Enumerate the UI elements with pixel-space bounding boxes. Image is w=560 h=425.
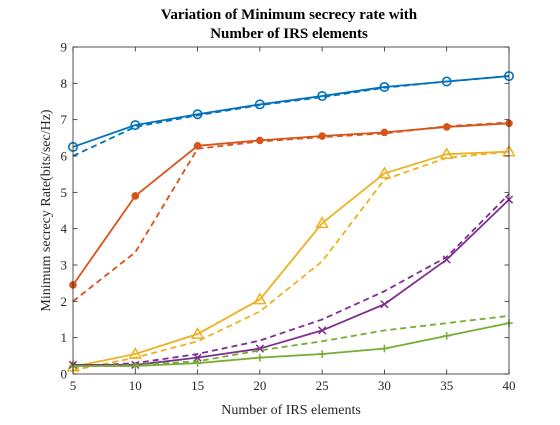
x-tick-label-3: 20 xyxy=(253,378,266,393)
x-axis-label: Number of IRS elements xyxy=(221,403,361,418)
series-8 xyxy=(69,319,513,370)
data-point-s4-4 xyxy=(315,216,329,229)
series-1 xyxy=(72,75,510,157)
y-tick-label-3: 3 xyxy=(61,258,68,273)
data-point-s8-4 xyxy=(318,350,326,358)
x-tick-label-2: 15 xyxy=(191,378,204,393)
y-tick-label-4: 4 xyxy=(61,221,68,236)
plot-area xyxy=(73,47,509,374)
data-point-s2-2 xyxy=(193,142,202,150)
y-axis-label: Minimum secrecy Rate(bits/sec/Hz) xyxy=(39,109,54,311)
data-point-s2-1 xyxy=(131,192,140,200)
series-line-7 xyxy=(72,193,510,368)
chart-title-line-1: Variation of Minimum secrecy rate with xyxy=(161,7,418,23)
y-tick-label-2: 2 xyxy=(61,294,68,309)
series-line-1 xyxy=(72,75,510,157)
y-tick-label-5: 5 xyxy=(61,185,68,200)
series-5 xyxy=(72,150,510,372)
x-tick-label-0: 5 xyxy=(70,378,77,393)
series-9 xyxy=(72,314,510,368)
series-line-3 xyxy=(72,121,510,303)
data-point-s8-5 xyxy=(380,344,389,353)
series-line-8 xyxy=(73,322,510,367)
data-point-s4-5 xyxy=(377,166,392,179)
series-7 xyxy=(72,193,510,368)
series-line-4 xyxy=(72,150,510,368)
x-tick-label-5: 30 xyxy=(378,378,391,393)
x-tick-label-7: 40 xyxy=(503,378,516,393)
y-tick-label-9: 9 xyxy=(61,40,68,55)
series-line-9 xyxy=(72,314,510,368)
data-point-s4-2 xyxy=(190,327,205,339)
x-tick-label-1: 10 xyxy=(129,378,142,393)
series-3 xyxy=(72,121,510,303)
y-tick-label-7: 7 xyxy=(61,112,68,127)
axes-box xyxy=(72,46,510,375)
x-tick-label-6: 35 xyxy=(440,378,453,393)
y-tick-label-8: 8 xyxy=(61,76,68,91)
y-tick-label-0: 0 xyxy=(61,367,68,382)
data-point-s6-5 xyxy=(380,300,389,309)
data-point-s0-6 xyxy=(441,76,452,87)
series-line-5 xyxy=(72,150,510,372)
data-point-s8-6 xyxy=(442,332,451,340)
data-point-s8-1 xyxy=(131,362,140,370)
data-point-s4-3 xyxy=(253,292,267,305)
data-point-s0-2 xyxy=(192,109,203,120)
data-point-s0-3 xyxy=(254,99,265,110)
data-point-s2-4 xyxy=(318,132,326,140)
series-line-2 xyxy=(72,122,510,286)
data-point-s0-1 xyxy=(130,120,141,131)
data-point-s6-6 xyxy=(442,255,451,264)
x-tick-label-4: 25 xyxy=(316,378,329,393)
data-point-s2-3 xyxy=(256,136,264,145)
chart-title-line-2: Number of IRS elements xyxy=(210,26,368,42)
y-tick-label-6: 6 xyxy=(61,149,68,164)
series-2 xyxy=(69,119,513,289)
data-point-s6-4 xyxy=(318,326,327,335)
y-tick-label-1: 1 xyxy=(61,330,68,345)
data-point-s8-3 xyxy=(256,353,264,362)
